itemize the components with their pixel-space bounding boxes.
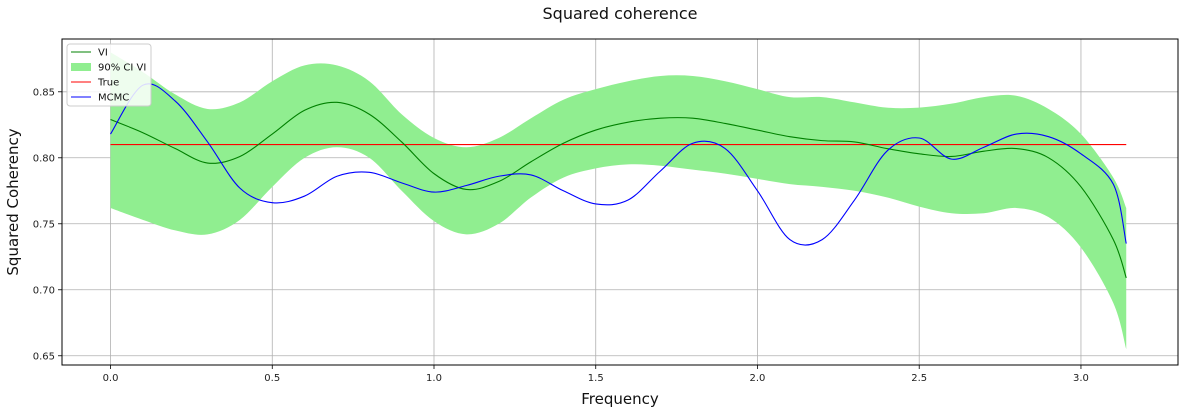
chart-title: Squared coherence [543, 4, 698, 23]
legend-label: MCMC [98, 93, 129, 104]
y-axis-ticks: 0.65 0.70 0.75 0.80 0.85 [33, 87, 62, 362]
y-tick-label: 0.65 [33, 351, 55, 362]
y-tick-label: 0.70 [33, 285, 55, 296]
x-tick-label: 2.5 [911, 373, 927, 384]
series-line-mcmc [110, 83, 1127, 246]
legend-label: True [97, 78, 119, 89]
y-tick-label: 0.75 [33, 219, 55, 230]
legend-label: VI [98, 48, 108, 59]
x-tick-label: 2.0 [750, 373, 766, 384]
x-tick-label: 3.0 [1073, 373, 1089, 384]
legend: VI 90% CI VI True MCMC [66, 43, 152, 107]
y-tick-label: 0.80 [33, 153, 55, 164]
ci-band-90 [110, 52, 1127, 350]
x-axis-ticks: 0.0 0.5 1.0 1.5 2.0 2.5 3.0 [103, 365, 1089, 384]
x-tick-label: 1.0 [426, 373, 442, 384]
plot-frame [61, 38, 1179, 366]
legend-swatch [71, 63, 91, 71]
x-tick-label: 0.5 [264, 373, 280, 384]
series-lines [110, 83, 1127, 279]
x-axis-title: Frequency [581, 390, 659, 408]
legend-box [66, 43, 152, 107]
ci-band-layer [110, 52, 1127, 350]
x-tick-label: 1.5 [588, 373, 604, 384]
y-axis-title: Squared Coherency [4, 128, 22, 275]
series-line-vi [110, 101, 1127, 279]
y-tick-label: 0.85 [33, 87, 55, 98]
legend-label: 90% CI VI [98, 63, 146, 74]
x-tick-label: 0.0 [103, 373, 119, 384]
